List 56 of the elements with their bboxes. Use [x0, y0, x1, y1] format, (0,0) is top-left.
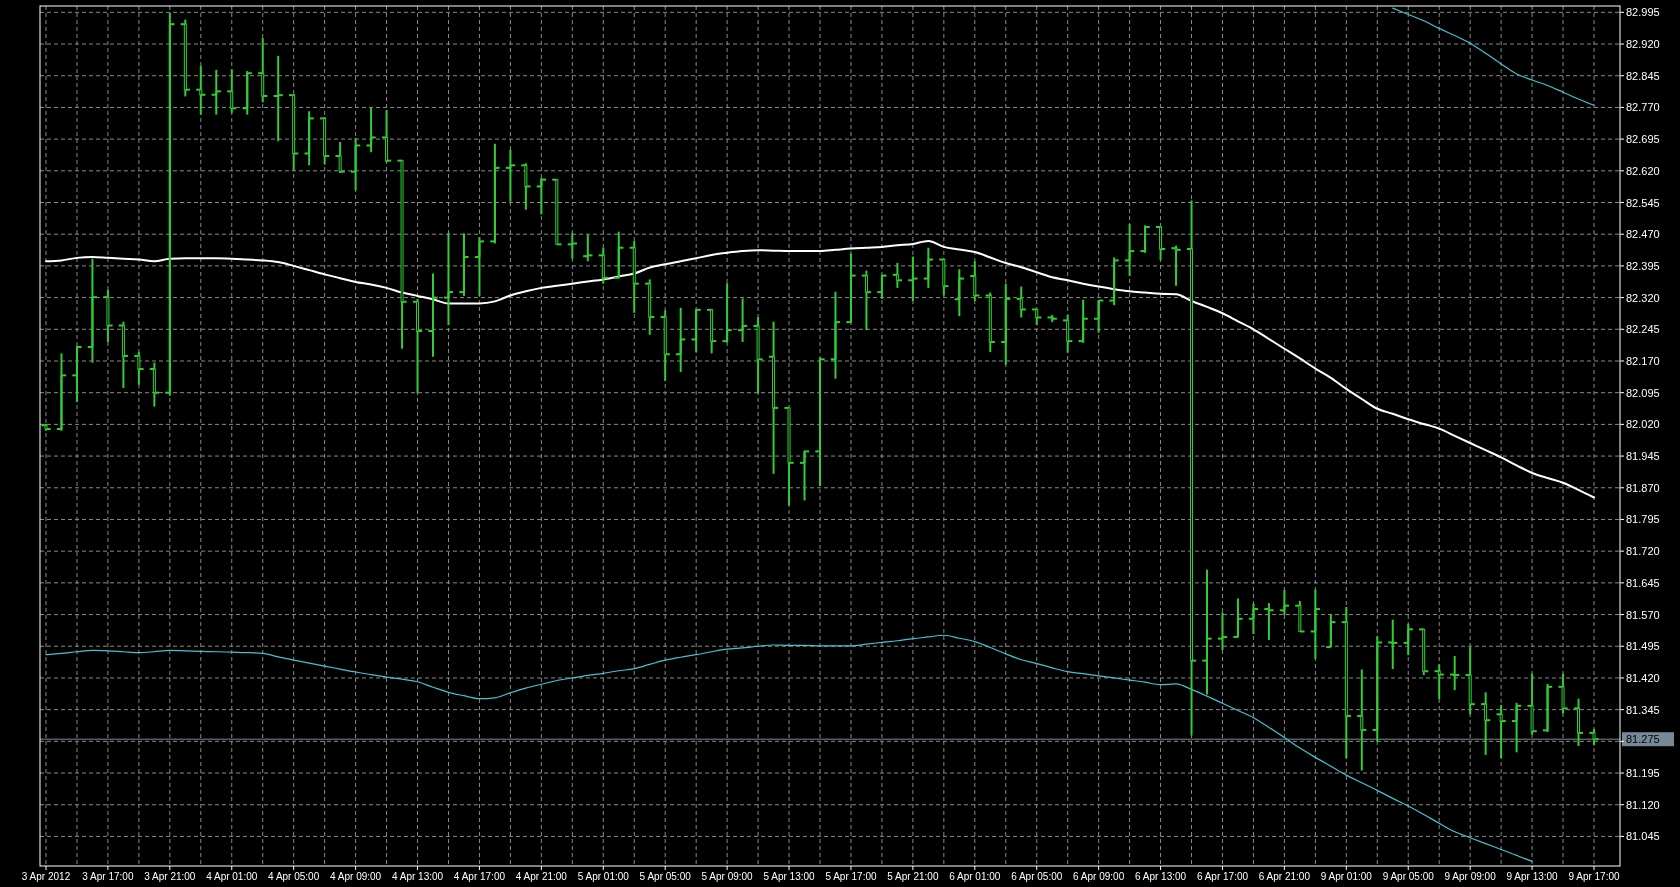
y-tick-label: 82.695 — [1626, 133, 1660, 146]
y-tick-label: 81.870 — [1626, 481, 1660, 494]
x-tick-label: 4 Apr 17:00 — [453, 871, 506, 882]
x-tick-label: 3 Apr 21:00 — [144, 871, 196, 882]
y-tick-label: 81.120 — [1626, 798, 1660, 811]
x-tick-label: 4 Apr 01:00 — [206, 871, 258, 882]
x-tick-label: 4 Apr 13:00 — [391, 871, 444, 882]
y-tick-label: 81.195 — [1626, 767, 1660, 780]
y-tick-label: 81.945 — [1626, 450, 1660, 463]
x-tick-label: 3 Apr 2012 — [21, 871, 71, 882]
y-tick-label: 82.395 — [1626, 259, 1660, 272]
x-tick-label: 9 Apr 17:00 — [1568, 871, 1621, 882]
y-tick-label: 82.170 — [1626, 354, 1660, 367]
y-tick-label: 81.645 — [1626, 576, 1660, 589]
x-tick-label: 4 Apr 05:00 — [268, 871, 320, 882]
x-tick-label: 9 Apr 05:00 — [1382, 871, 1435, 882]
x-tick-label: 4 Apr 21:00 — [515, 871, 568, 882]
x-tick-label: 5 Apr 09:00 — [701, 871, 754, 882]
x-tick-label: 6 Apr 21:00 — [1258, 871, 1311, 882]
x-tick-label: 5 Apr 13:00 — [763, 871, 816, 882]
y-tick-label: 81.795 — [1626, 513, 1660, 526]
y-tick-label: 81.570 — [1626, 608, 1660, 621]
y-tick-label: 81.420 — [1626, 671, 1660, 684]
line-series — [1392, 7, 1595, 106]
x-tick-label: 5 Apr 05:00 — [639, 871, 692, 882]
x-tick-label: 5 Apr 21:00 — [887, 871, 939, 882]
y-tick-label: 82.620 — [1626, 164, 1660, 177]
x-tick-label: 5 Apr 17:00 — [825, 871, 877, 882]
ref-line-label: 81.275 — [1626, 733, 1660, 746]
x-tick-label: 6 Apr 17:00 — [1196, 871, 1249, 882]
y-tick-label: 81.495 — [1626, 640, 1660, 653]
y-tick-label: 81.345 — [1626, 703, 1660, 716]
y-tick-label: 82.770 — [1626, 101, 1660, 114]
y-tick-label: 82.320 — [1626, 291, 1660, 304]
line-series — [45, 634, 1533, 862]
x-tick-label: 3 Apr 17:00 — [82, 871, 134, 882]
x-tick-label: 6 Apr 01:00 — [949, 871, 1001, 882]
x-tick-label: 6 Apr 09:00 — [1073, 871, 1125, 882]
y-tick-label: 81.045 — [1626, 830, 1660, 843]
x-tick-label: 9 Apr 13:00 — [1506, 871, 1559, 882]
y-tick-label: 81.720 — [1626, 545, 1660, 558]
y-tick-label: 82.545 — [1626, 196, 1660, 209]
x-tick-label: 6 Apr 05:00 — [1011, 871, 1063, 882]
y-tick-label: 82.920 — [1626, 38, 1660, 51]
x-tick-label: 6 Apr 13:00 — [1134, 871, 1187, 882]
x-tick-label: 5 Apr 01:00 — [577, 871, 630, 882]
y-tick-label: 82.470 — [1626, 228, 1660, 241]
x-tick-label: 9 Apr 01:00 — [1320, 871, 1373, 882]
y-tick-label: 82.845 — [1626, 69, 1660, 82]
y-tick-label: 82.095 — [1626, 386, 1660, 399]
y-tick-label: 82.995 — [1626, 6, 1660, 19]
line-series — [45, 239, 1595, 499]
x-tick-label: 9 Apr 09:00 — [1444, 871, 1497, 882]
y-tick-label: 82.245 — [1626, 323, 1660, 336]
y-tick-label: 82.020 — [1626, 418, 1660, 431]
x-tick-label: 4 Apr 09:00 — [330, 871, 382, 882]
